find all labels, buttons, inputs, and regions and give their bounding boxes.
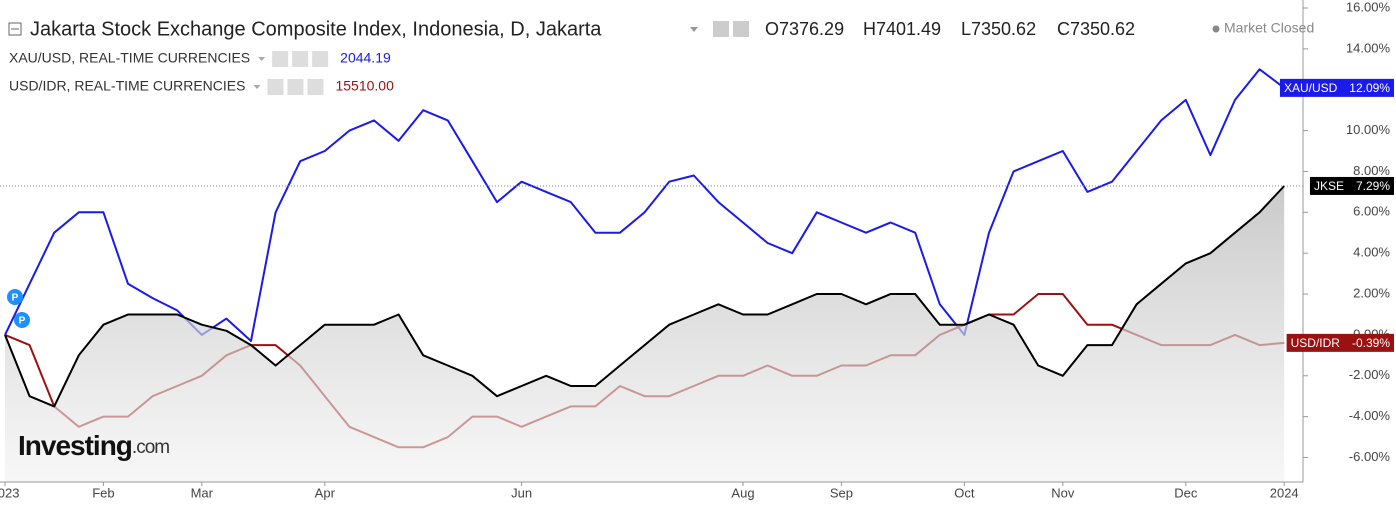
legend-close-icon bbox=[312, 51, 329, 67]
legend-dropdown bbox=[258, 57, 266, 61]
ohlc-label: O bbox=[765, 19, 779, 39]
legend-price: 15510.00 bbox=[335, 78, 394, 94]
event-marker[interactable] bbox=[7, 289, 23, 305]
y-tick-label: 2.00% bbox=[1353, 285, 1390, 300]
y-tick-label: 6.00% bbox=[1353, 204, 1390, 219]
series-line bbox=[4, 68, 1285, 342]
x-tick-label: 2023 bbox=[0, 485, 19, 500]
ohlc: O7376.29 H7401.49 L7350.62 C7350.62 bbox=[765, 19, 1135, 39]
dropdown-icon[interactable] bbox=[690, 27, 698, 32]
collapse-icon[interactable] bbox=[8, 22, 22, 36]
plot bbox=[4, 68, 1285, 482]
status-dot bbox=[1212, 25, 1220, 33]
y-tick-label: -2.00% bbox=[1349, 367, 1391, 382]
event-marker[interactable] bbox=[14, 312, 30, 328]
x-tick-label: Apr bbox=[315, 485, 336, 500]
logo-main: Investing bbox=[18, 430, 132, 461]
y-tick-label: 16.00% bbox=[1346, 0, 1391, 14]
legend-label: USD/IDR, REAL-TIME CURRENCIES bbox=[9, 78, 245, 94]
legend-settings-icon bbox=[292, 51, 309, 67]
chart-title: Jakarta Stock Exchange Composite Index, … bbox=[30, 18, 602, 40]
y-tick-label: 4.00% bbox=[1353, 245, 1390, 260]
y-tick-label: -4.00% bbox=[1349, 408, 1391, 423]
price-label-bg bbox=[1286, 333, 1394, 352]
logo-suffix: .com bbox=[132, 437, 169, 458]
ohlc-label: C bbox=[1057, 19, 1070, 39]
price-label-value: 12.09% bbox=[1349, 81, 1390, 95]
price-label-bg bbox=[1279, 78, 1394, 97]
legend-eye-icon bbox=[267, 79, 284, 95]
ohlc-label: H bbox=[863, 19, 876, 39]
y-tick-label: -6.00% bbox=[1349, 449, 1391, 464]
y-tick-label: 14.00% bbox=[1346, 40, 1391, 55]
price-label-value: -0.39% bbox=[1352, 336, 1390, 350]
price-label: USD/IDR -0.39% bbox=[1286, 333, 1394, 352]
x-tick-label: Feb bbox=[92, 485, 114, 500]
ohlc-value: 7350.62 bbox=[971, 19, 1036, 39]
price-label-name: XAU/USD bbox=[1284, 81, 1338, 95]
x-tick-label: Nov bbox=[1051, 485, 1075, 500]
price-label-bg bbox=[1309, 176, 1394, 195]
x-tick-label: Dec bbox=[1174, 485, 1198, 500]
price-label-value: 7.29% bbox=[1356, 179, 1390, 193]
series-line bbox=[4, 185, 1285, 408]
legend-close-icon bbox=[307, 79, 324, 95]
legend-settings-icon bbox=[287, 79, 304, 95]
ohlc-value: 7376.29 bbox=[779, 19, 844, 39]
ohlc-value: 7350.62 bbox=[1070, 19, 1135, 39]
price-label-name: JKSE bbox=[1314, 179, 1344, 193]
x-tick-label: 2024 bbox=[1270, 485, 1299, 500]
legend-label: XAU/USD, REAL-TIME CURRENCIES bbox=[9, 50, 250, 66]
legend-dropdown bbox=[253, 85, 261, 89]
ohlc-label: L bbox=[961, 19, 971, 39]
price-label: XAU/USD 12.09% bbox=[1279, 78, 1394, 97]
eye-icon[interactable] bbox=[713, 21, 729, 37]
event-marker-label: P bbox=[19, 316, 26, 327]
event-marker-label: P bbox=[12, 293, 19, 304]
x-tick-label: Jun bbox=[511, 485, 532, 500]
settings-icon[interactable] bbox=[733, 21, 749, 37]
y-tick-label: 10.00% bbox=[1346, 122, 1391, 137]
legend-price: 2044.19 bbox=[340, 50, 391, 66]
x-tick-label: Oct bbox=[954, 485, 975, 500]
ohlc-value: 7401.49 bbox=[876, 19, 941, 39]
x-tick-label: Aug bbox=[731, 485, 754, 500]
y-tick-label: 8.00% bbox=[1353, 163, 1390, 178]
legend-eye-icon bbox=[272, 51, 289, 67]
market-status: Market Closed bbox=[1224, 20, 1314, 36]
x-tick-label: Sep bbox=[830, 485, 853, 500]
price-label-name: USD/IDR bbox=[1291, 336, 1341, 350]
logo: Investing.com bbox=[18, 430, 169, 461]
price-label: JKSE 7.29% bbox=[1309, 176, 1394, 195]
area bbox=[5, 186, 1285, 482]
x-tick-label: Mar bbox=[191, 485, 214, 500]
